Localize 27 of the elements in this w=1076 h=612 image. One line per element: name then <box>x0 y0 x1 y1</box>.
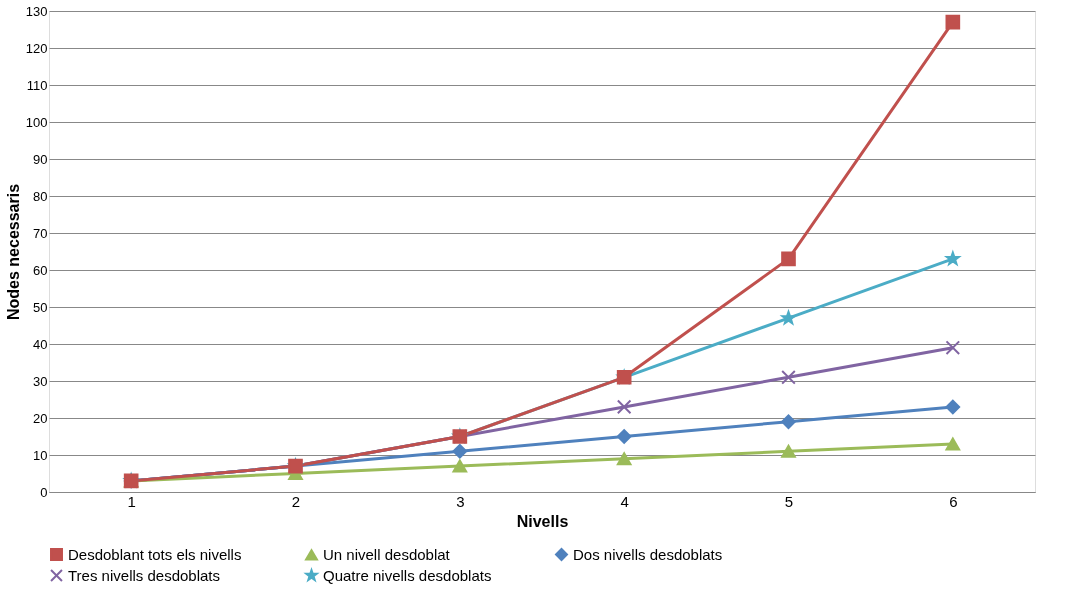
x-axis-title: Nivells <box>516 512 569 530</box>
legend-label: Quatre nivells desdoblats <box>323 566 492 584</box>
x-tick-label: 6 <box>949 492 958 510</box>
legend-label: Un nivell desdoblat <box>323 545 451 563</box>
x-tick-label: 3 <box>456 492 465 510</box>
y-tick-label: 70 <box>33 225 48 241</box>
y-tick-label: 100 <box>25 114 48 130</box>
x-tick-label: 5 <box>784 492 794 510</box>
y-axis-title: Nodes necessaris <box>4 183 22 321</box>
y-tick-label: 90 <box>33 151 48 167</box>
y-tick-label: 20 <box>33 410 48 426</box>
y-tick-label: 50 <box>33 299 48 315</box>
x-tick-label: 2 <box>291 492 301 510</box>
y-tick-label: 0 <box>40 484 48 500</box>
y-tick-label: 60 <box>33 262 48 278</box>
legend-label: Desdoblant tots els nivells <box>68 545 242 563</box>
y-tick-label: 110 <box>26 77 48 93</box>
y-tick-label: 120 <box>25 40 48 56</box>
y-tick-label: 30 <box>33 373 48 389</box>
x-tick-label: 4 <box>620 492 629 510</box>
y-tick-label: 10 <box>33 447 48 463</box>
y-tick-label: 80 <box>33 188 48 204</box>
y-tick-label: 40 <box>33 336 48 352</box>
legend-label: Dos nivells desdoblats <box>573 545 723 563</box>
y-tick-label: 130 <box>25 3 48 19</box>
legend-label: Tres nivells desdoblats <box>68 566 221 584</box>
x-tick-label: 1 <box>127 492 136 510</box>
